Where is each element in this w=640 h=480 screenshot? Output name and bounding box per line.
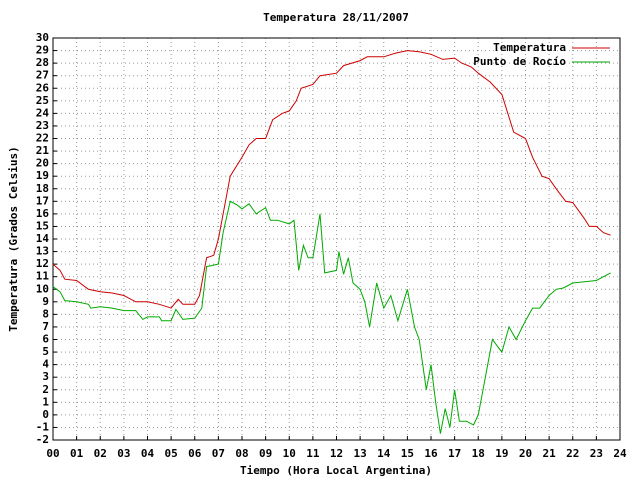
x-tick-label: 18 [472,447,485,460]
y-tick-label: 21 [36,144,50,157]
legend-label: Temperatura [493,41,566,54]
y-tick-label: 2 [42,383,49,396]
y-tick-label: 0 [42,408,49,421]
x-tick-label: 03 [117,447,130,460]
y-tick-label: 15 [36,219,49,232]
y-axis-label: Temperatura (Grados Celsius) [7,146,20,331]
y-tick-label: 14 [36,232,50,245]
series-line [52,200,611,434]
x-tick-label: 23 [590,447,603,460]
y-tick-label: 30 [36,31,49,44]
x-tick-label: 21 [543,447,557,460]
y-tick-label: 25 [36,94,49,107]
legend-label: Punto de Rocío [473,55,566,68]
x-tick-label: 17 [448,447,461,460]
chart-title: Temperatura 28/11/2007 [263,11,409,24]
x-tick-label: 19 [495,447,508,460]
y-tick-label: 10 [36,282,49,295]
y-tick-label: 11 [36,270,50,283]
y-tick-label: 17 [36,194,49,207]
y-tick-label: 26 [36,81,50,94]
y-tick-label: 27 [36,69,49,82]
x-tick-label: 01 [70,447,84,460]
y-tick-label: 8 [42,307,49,320]
plot-border [52,37,621,441]
y-tick-label: 4 [42,358,49,371]
y-tick-label: 19 [36,169,49,182]
y-tick-label: 22 [36,132,49,145]
x-tick-label: 00 [46,447,59,460]
x-tick-label: 08 [235,447,248,460]
x-tick-label: 06 [188,447,202,460]
x-tick-label: 04 [141,447,155,460]
x-tick-label: 05 [165,447,178,460]
x-tick-label: 14 [377,447,391,460]
y-tick-label: 16 [36,207,50,220]
y-tick-label: 20 [36,157,49,170]
y-tick-label: 24 [36,106,50,119]
x-tick-label: 02 [94,447,107,460]
y-tick-label: 18 [36,182,49,195]
y-tick-label: 1 [42,395,49,408]
x-tick-label: 10 [283,447,296,460]
x-tick-label: 13 [354,447,367,460]
y-tick-label: 13 [36,245,49,258]
y-tick-label: 9 [42,295,49,308]
y-tick-label: 28 [36,56,49,69]
x-axis-label: Tiempo (Hora Local Argentina) [240,464,432,477]
x-tick-label: 24 [613,447,627,460]
x-tick-label: 22 [566,447,579,460]
y-tick-label: 29 [36,44,49,57]
y-tick-label: 5 [42,345,49,358]
y-tick-label: 3 [42,370,49,383]
x-tick-label: 07 [212,447,225,460]
y-tick-label: -2 [36,433,49,446]
series-line [52,50,611,309]
y-tick-label: 6 [42,333,49,346]
x-tick-label: 16 [424,447,438,460]
y-tick-label: 12 [36,257,49,270]
x-tick-label: 09 [259,447,272,460]
x-tick-label: 11 [306,447,320,460]
x-tick-label: 15 [401,447,414,460]
x-tick-label: 12 [330,447,343,460]
y-tick-label: 23 [36,119,49,132]
y-tick-label: 7 [42,320,49,333]
y-tick-label: -1 [36,420,50,433]
x-tick-label: 20 [519,447,532,460]
